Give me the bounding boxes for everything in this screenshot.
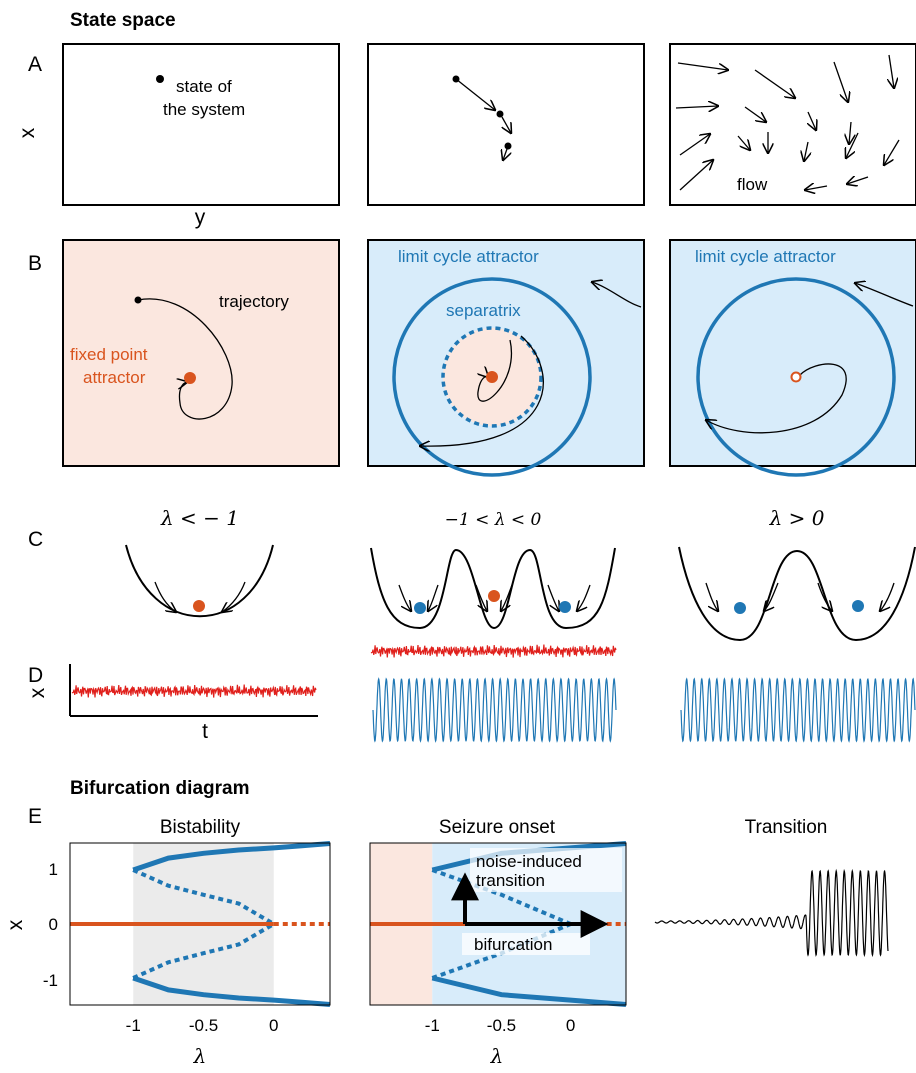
limit-cycle-label-b3: limit cycle attractor bbox=[695, 247, 836, 266]
unstable-fixed-point bbox=[790, 371, 802, 383]
noise-label-bg bbox=[470, 848, 622, 892]
outer-trajectory-arrow bbox=[592, 282, 642, 308]
panel-letter-e: E bbox=[28, 805, 42, 828]
e1-lower-stable-branch bbox=[132, 975, 331, 1007]
panel-letter-c: C bbox=[28, 528, 43, 551]
potential-single-well bbox=[125, 544, 274, 618]
e2-xtick-neg1: -1 bbox=[425, 1016, 440, 1035]
roll-arrow-c2-1 bbox=[398, 584, 411, 611]
transition-signal bbox=[654, 868, 889, 958]
e1-lower-unstable-branch bbox=[132, 922, 275, 980]
e1-ytick-neg1: -1 bbox=[43, 971, 58, 990]
panel-letter-a: A bbox=[28, 53, 42, 76]
potential-double-well bbox=[678, 546, 916, 642]
inner-spiral-trajectory bbox=[478, 339, 513, 402]
flow-label: flow bbox=[737, 175, 768, 194]
e2-x-axis-label: λ bbox=[490, 1044, 504, 1068]
bifurcation-title: Bifurcation diagram bbox=[70, 778, 249, 799]
outer-trajectory-arrow-b3 bbox=[855, 283, 914, 307]
fixed-point-attractor-dot bbox=[184, 372, 196, 384]
bistability-chart: 1 0 -1 -1 -0.5 0 λ bbox=[43, 841, 331, 1068]
ball-right-well bbox=[559, 601, 571, 613]
ball-double-left bbox=[734, 602, 746, 614]
state-point bbox=[156, 75, 164, 83]
trajectory-curve bbox=[137, 298, 233, 420]
unstable-spiral-trajectory bbox=[706, 363, 847, 434]
noise-label-line1: noise-induced bbox=[476, 852, 582, 871]
e1-xtick-0: 0 bbox=[269, 1016, 278, 1035]
e1-xtick-neg05: -0.5 bbox=[189, 1016, 218, 1035]
ball-left-well bbox=[414, 602, 426, 614]
e1-frame bbox=[69, 842, 331, 1006]
e2-upper-unstable-branch bbox=[431, 868, 572, 926]
panel-b1-box bbox=[62, 239, 340, 467]
panel-d-t-label: t bbox=[202, 720, 208, 743]
roll-arrow-c2-4 bbox=[501, 584, 513, 611]
e1-upper-stable-branch bbox=[132, 841, 331, 873]
panel-d-x-label: x bbox=[26, 687, 49, 698]
e2-lower-stable-branch bbox=[431, 975, 627, 1007]
roll-arrow-left bbox=[154, 581, 176, 612]
e-y-axis-label: x bbox=[4, 919, 27, 930]
roll-arrow-c3-1 bbox=[705, 582, 718, 611]
panel-a1-box bbox=[62, 43, 340, 206]
e1-ytick-0: 0 bbox=[49, 915, 58, 934]
e1-title: Bistability bbox=[160, 817, 241, 838]
oscillation-signal-d3 bbox=[680, 677, 916, 743]
fixed-point-label-line2: attractor bbox=[83, 368, 146, 387]
oscillation-signal-d2 bbox=[372, 677, 617, 743]
e1-xtick-neg1: -1 bbox=[126, 1016, 141, 1035]
e3-title: Transition bbox=[745, 817, 828, 838]
lambda-label-right: λ > 0 bbox=[769, 506, 825, 530]
fixed-point-dot-b2 bbox=[486, 371, 498, 383]
flow-field-arrows bbox=[675, 54, 900, 190]
roll-arrow-c3-2 bbox=[764, 582, 779, 611]
ball-double-right bbox=[852, 600, 864, 612]
state-space-title: State space bbox=[70, 10, 176, 31]
separatrix-label: separatrix bbox=[446, 301, 521, 320]
e2-xtick-neg05: -0.5 bbox=[487, 1016, 516, 1035]
panel-a-x-label: x bbox=[16, 127, 39, 138]
roll-arrow-c2-3 bbox=[475, 584, 487, 611]
roll-arrow-right bbox=[222, 581, 246, 612]
trajectory-label: trajectory bbox=[219, 292, 289, 311]
lambda-label-mid: −1 < λ < 0 bbox=[445, 510, 542, 530]
roll-arrow-c3-3 bbox=[817, 582, 832, 611]
e1-ytick-1: 1 bbox=[49, 860, 58, 879]
e1-x-axis-label: λ bbox=[193, 1044, 207, 1068]
noise-label-line2: transition bbox=[476, 871, 545, 890]
trajectory-start bbox=[134, 296, 142, 304]
escaping-trajectory bbox=[420, 335, 544, 446]
state-trajectory-steps bbox=[452, 75, 512, 161]
roll-arrow-c2-6 bbox=[577, 584, 591, 611]
noise-signal-d1 bbox=[71, 684, 317, 698]
lambda-label-left: λ < − 1 bbox=[160, 506, 239, 530]
panel-letter-d: D bbox=[28, 664, 43, 687]
e2-xtick-0: 0 bbox=[566, 1016, 575, 1035]
roll-arrow-c2-2 bbox=[428, 584, 439, 611]
noise-signal-d2 bbox=[370, 644, 617, 658]
bifurcation-label-bg bbox=[462, 933, 590, 955]
panel-a3-box bbox=[669, 43, 916, 206]
panel-letter-b: B bbox=[28, 252, 42, 275]
limit-cycle-orbit bbox=[392, 277, 592, 477]
limit-cycle-orbit-b3 bbox=[696, 277, 896, 477]
ball-center-well bbox=[488, 590, 500, 602]
state-label-line2: the system bbox=[163, 100, 245, 119]
ball-single-well bbox=[193, 600, 205, 612]
roll-arrow-c2-5 bbox=[547, 584, 559, 611]
seizure-onset-chart: noise-induced transition bifurcation -1 … bbox=[369, 841, 627, 1068]
limit-cycle-label-b2: limit cycle attractor bbox=[398, 247, 539, 266]
e2-frame bbox=[369, 842, 627, 1006]
panel-a-y-label: y bbox=[195, 206, 206, 229]
roll-arrow-c3-4 bbox=[880, 582, 895, 611]
e1-upper-unstable-branch bbox=[132, 868, 275, 926]
bifurcation-label: bifurcation bbox=[474, 935, 552, 954]
potential-triple-well bbox=[370, 547, 616, 630]
fixed-point-label-line1: fixed point bbox=[70, 345, 148, 364]
state-label-line1: state of bbox=[176, 77, 232, 96]
e2-title: Seizure onset bbox=[439, 817, 556, 838]
